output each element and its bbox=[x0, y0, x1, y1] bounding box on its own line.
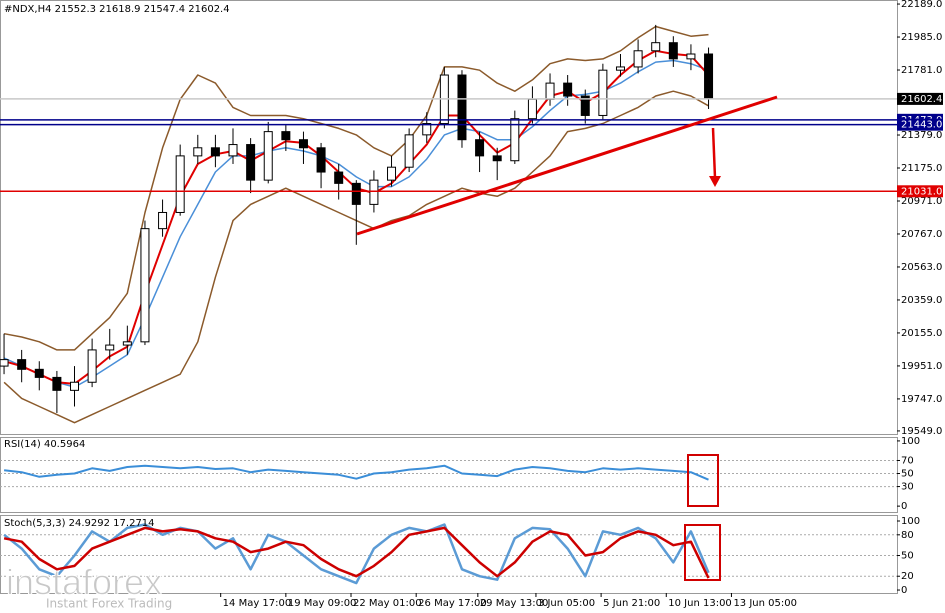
y-tick-label: 50 bbox=[901, 469, 914, 480]
candle-body bbox=[0, 359, 9, 367]
main-pane bbox=[0, 0, 898, 435]
indicator-title: RSI(14) 40.5964 bbox=[4, 439, 85, 450]
y-tick-label: 20155.0 bbox=[901, 328, 942, 339]
highlight-box bbox=[684, 524, 721, 581]
indicator-line bbox=[3, 523, 710, 585]
candle-body bbox=[298, 139, 308, 149]
candle-body bbox=[351, 182, 361, 205]
candle-body bbox=[633, 50, 643, 68]
candle-body bbox=[510, 118, 520, 162]
candle-body bbox=[158, 211, 168, 230]
y-tick-label: 80 bbox=[901, 530, 914, 541]
candle-body bbox=[228, 144, 238, 157]
indicator-title: Stoch(5,3,3) 24.9292 17.2714 bbox=[4, 518, 155, 529]
candle-body bbox=[246, 144, 256, 181]
watermark-brand: instaforex bbox=[6, 562, 162, 603]
candle-body bbox=[668, 42, 678, 60]
y-tick-label: 20971.0 bbox=[901, 196, 942, 207]
arrow-shaft bbox=[711, 127, 717, 179]
candle-body bbox=[281, 131, 291, 141]
x-tick-label: 19 May 09:00 bbox=[288, 598, 357, 609]
candle-body bbox=[545, 82, 555, 100]
level-label-bg bbox=[897, 185, 943, 198]
y-tick-label: 50 bbox=[901, 551, 914, 562]
x-tick-label: 3 Jun 05:00 bbox=[538, 598, 595, 609]
level-label-bg bbox=[897, 92, 943, 105]
candle-body bbox=[140, 228, 150, 343]
y-tick-label: 100 bbox=[901, 516, 920, 527]
candle-body bbox=[598, 69, 608, 116]
candle-body bbox=[122, 341, 132, 346]
trend-line bbox=[356, 95, 778, 236]
indicator-line bbox=[3, 59, 709, 388]
candle-body bbox=[105, 344, 115, 351]
candle-body bbox=[404, 134, 414, 168]
indicator-line bbox=[3, 526, 710, 579]
x-tick-label: 10 Jun 13:00 bbox=[668, 598, 732, 609]
candle-body bbox=[563, 82, 573, 97]
candle-body bbox=[387, 166, 397, 181]
candle-body bbox=[369, 179, 379, 205]
y-tick-label: 30 bbox=[901, 482, 914, 493]
x-tick-label: 14 May 17:00 bbox=[223, 598, 292, 609]
level-label: 21602.4 bbox=[901, 94, 942, 105]
rsi-pane bbox=[0, 437, 898, 513]
stoch-pane bbox=[0, 515, 898, 594]
candle-body bbox=[527, 98, 537, 120]
candle-body bbox=[263, 131, 273, 181]
candle-body bbox=[87, 349, 97, 383]
candle-body bbox=[210, 147, 220, 157]
x-tick-label: 26 May 17:00 bbox=[418, 598, 487, 609]
y-tick-label: 20 bbox=[901, 571, 914, 582]
candle-body bbox=[34, 368, 44, 378]
candle-body bbox=[193, 147, 203, 157]
x-tick-label: 13 Jun 05:00 bbox=[733, 598, 797, 609]
candle-body bbox=[175, 155, 185, 213]
candle-body bbox=[615, 66, 625, 71]
candle-body bbox=[580, 95, 590, 116]
highlight-box bbox=[687, 454, 719, 507]
candle-body bbox=[704, 53, 714, 100]
candle-body bbox=[334, 171, 344, 184]
y-tick-label: 20359.0 bbox=[901, 295, 942, 306]
chart-title: #NDX,H4 21552.3 21618.9 21547.4 21602.4 bbox=[4, 4, 230, 15]
candle-body bbox=[52, 376, 62, 391]
watermark-tagline: Instant Forex Trading bbox=[46, 597, 172, 611]
candle-body bbox=[686, 53, 696, 60]
candle-body bbox=[316, 147, 326, 173]
candle-body bbox=[492, 155, 502, 162]
y-tick-label: 0 bbox=[901, 585, 907, 596]
y-tick-label: 21985.0 bbox=[901, 32, 942, 43]
y-tick-label: 21175.0 bbox=[901, 163, 942, 174]
arrow-head bbox=[709, 176, 721, 187]
y-tick-label: 19549.0 bbox=[901, 426, 942, 437]
candle-body bbox=[17, 359, 27, 370]
candle-body bbox=[457, 74, 467, 141]
y-tick-label: 21781.0 bbox=[901, 65, 942, 76]
y-tick-label: 20563.0 bbox=[901, 262, 942, 273]
indicator-line bbox=[3, 464, 709, 481]
candle-body bbox=[70, 381, 80, 391]
y-tick-label: 21379.0 bbox=[901, 130, 942, 141]
indicator-line bbox=[3, 25, 709, 351]
candle-body bbox=[422, 123, 432, 136]
candle-body bbox=[651, 42, 661, 52]
y-tick-label: 19747.0 bbox=[901, 394, 942, 405]
x-tick-label: 22 May 01:00 bbox=[353, 598, 422, 609]
y-tick-label: 22189.0 bbox=[901, 0, 942, 10]
x-tick-label: 5 Jun 21:00 bbox=[603, 598, 660, 609]
y-tick-label: 20767.0 bbox=[901, 229, 942, 240]
x-tick-label: 29 May 13:00 bbox=[480, 598, 549, 609]
y-tick-label: 0 bbox=[901, 501, 907, 512]
y-tick-label: 100 bbox=[901, 436, 920, 447]
candle-body bbox=[475, 139, 485, 157]
level-label: 21443.0 bbox=[901, 120, 942, 131]
y-tick-label: 19951.0 bbox=[901, 361, 942, 372]
level-label-bg bbox=[897, 118, 943, 131]
y-tick-label: 70 bbox=[901, 455, 914, 466]
level-label: 21031.0 bbox=[901, 186, 942, 197]
